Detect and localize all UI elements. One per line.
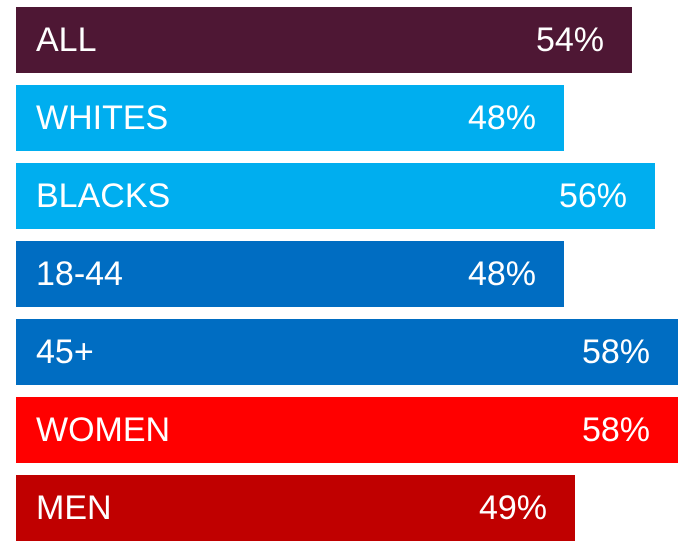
bar-value-label: 56%: [558, 177, 627, 215]
bar-category-label: WHITES: [36, 99, 169, 137]
bar-value-label: 58%: [581, 333, 650, 371]
bar-category-label: 18-44: [36, 255, 123, 293]
bar-category-label: 45+: [36, 333, 94, 371]
bar-category-label: WOMEN: [36, 411, 171, 449]
bar-18-44: 18-44 48%: [16, 241, 564, 307]
bar-all: ALL 54%: [16, 7, 632, 73]
bar-value-label: 48%: [467, 255, 536, 293]
bar-value-label: 48%: [467, 99, 536, 137]
bar-category-label: ALL: [36, 21, 97, 59]
bar-women: WOMEN 58%: [16, 397, 678, 463]
bar-category-label: MEN: [36, 489, 112, 527]
bar-men: MEN 49%: [16, 475, 575, 541]
bar-value-label: 54%: [535, 21, 604, 59]
bar-blacks: BLACKS 56%: [16, 163, 655, 229]
bar-whites: WHITES 48%: [16, 85, 564, 151]
bar-category-label: BLACKS: [36, 177, 171, 215]
bar-value-label: 58%: [581, 411, 650, 449]
bar-value-label: 49%: [478, 489, 547, 527]
bar-45: 45+ 58%: [16, 319, 678, 385]
